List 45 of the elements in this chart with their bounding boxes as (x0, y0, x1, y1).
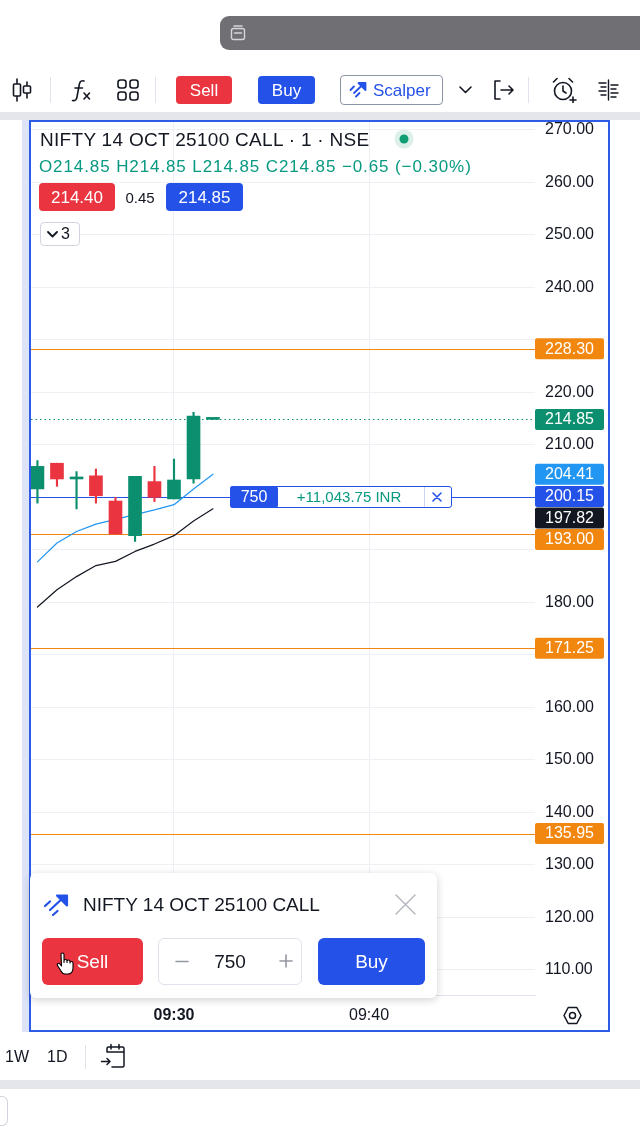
spread-field: 0.45 (118, 183, 162, 211)
annotation: 750 (214, 950, 246, 973)
annotation: 214.40 (51, 186, 103, 208)
annotation: Buy (355, 950, 388, 973)
y-tick-label: 260.00 (545, 172, 595, 190)
text: 204.41 (545, 465, 595, 483)
sell-price-button: 214.40 (39, 183, 115, 211)
ref-line-label: 200.15 (545, 487, 595, 505)
text: 1D (47, 1048, 68, 1065)
y-tick-label: 240.00 (545, 277, 595, 295)
y-tick-label: 220.00 (545, 382, 595, 400)
y-tick-label: 110.00 (545, 960, 593, 978)
y-tick-label: 250.00 (545, 225, 595, 243)
buy-button: Buy (258, 76, 315, 104)
ref-line-label: 228.30 (545, 339, 595, 357)
y-tick-label: 210.00 (545, 435, 595, 453)
annotation: 3 (61, 224, 70, 244)
chart-title: NIFTY 14 OCT 25100 CALL · 1 · NSE (40, 127, 370, 151)
collapse-button: 3 (40, 222, 80, 246)
ref-line-label: 135.95 (545, 824, 595, 842)
y-tick-label: 130.00 (545, 855, 595, 873)
annotation: 214.85 (178, 186, 231, 208)
quantity-field: 750 (158, 938, 302, 985)
y-tick-label: 180.00 (545, 592, 595, 610)
ref-line-label: 214.85 (545, 410, 595, 428)
annotation: +11,043.75 INR (296, 487, 402, 507)
y-tick-label: 120.00 (545, 907, 595, 925)
annotation: Sell (76, 950, 109, 973)
sell-button: Sell (176, 76, 232, 104)
y-tick-label: 140.00 (545, 802, 595, 820)
x-tick-label: 09:30 (153, 1006, 195, 1024)
y-tick-label: 150.00 (545, 750, 595, 768)
sell-button: Sell (42, 938, 143, 985)
ref-line-label: 193.00 (545, 530, 595, 548)
x-tick-label: 09:40 (349, 1006, 390, 1024)
text: O214.85 H214.85 L214.85 C214.85 −0.65 (−0.30%) (39, 157, 472, 176)
ref-line-label: 171.25 (545, 639, 595, 657)
annotation: NIFTY 14 OCT 25100 CALL (83, 894, 320, 915)
text: 197.82 (545, 508, 595, 526)
buy-button: Buy (318, 938, 425, 985)
text: 1W (5, 1048, 29, 1065)
annotation: 750 (240, 486, 268, 507)
y-tick-label: 270.00 (545, 120, 595, 138)
y-tick-label: 160.00 (545, 697, 595, 715)
buy-price-button: 214.85 (166, 183, 243, 211)
